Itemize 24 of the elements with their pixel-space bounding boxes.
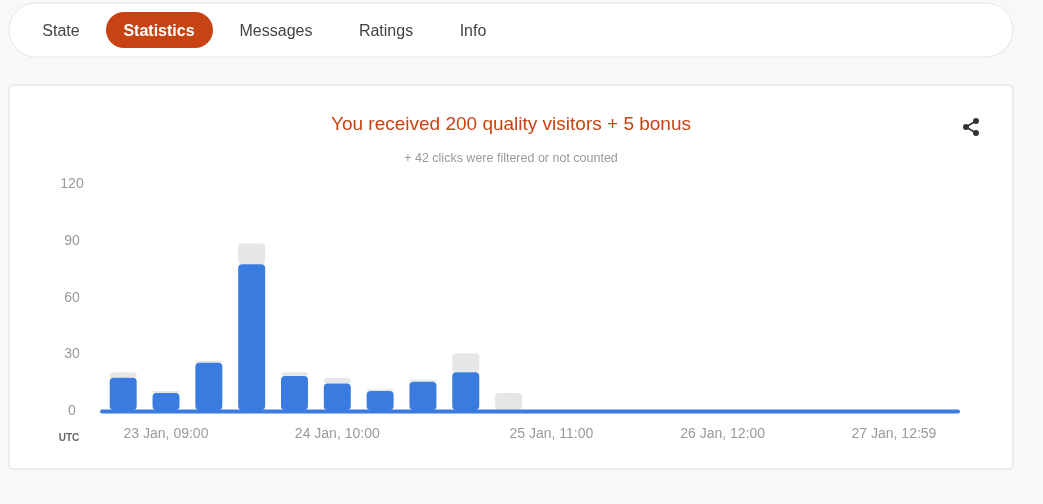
y-tick-label: 90 <box>64 231 80 248</box>
x-axis-title: UTC <box>58 432 80 443</box>
bar <box>109 372 137 378</box>
x-tick-label: 24 Jan, 10:00 <box>294 425 380 441</box>
chart-title: You received 200 quality visitors + 5 bonus <box>331 113 691 134</box>
x-tick-label: 23 Jan, 09:00 <box>123 425 209 441</box>
bar <box>280 372 308 376</box>
y-tick-label: 30 <box>64 345 80 362</box>
text: Ratings <box>358 22 414 39</box>
x-tick-label: 26 Jan, 12:00 <box>680 425 766 441</box>
text: Statistics <box>123 22 195 39</box>
chart-subtitle: + 42 clicks were filtered or not counted <box>404 151 618 165</box>
y-tick-label: 0 <box>68 402 77 418</box>
y-tick-label: 60 <box>64 288 80 305</box>
x-tick-label: 25 Jan, 11:00 <box>509 425 594 441</box>
bar <box>495 392 523 410</box>
x-tick-label: 27 Jan, 12:59 <box>851 425 937 441</box>
text: State <box>42 22 80 39</box>
text: Info <box>459 22 487 39</box>
bar <box>238 243 266 265</box>
bar <box>452 353 480 373</box>
bar <box>323 377 351 384</box>
text: Messages <box>239 22 313 39</box>
y-tick-label: 120 <box>60 175 84 191</box>
